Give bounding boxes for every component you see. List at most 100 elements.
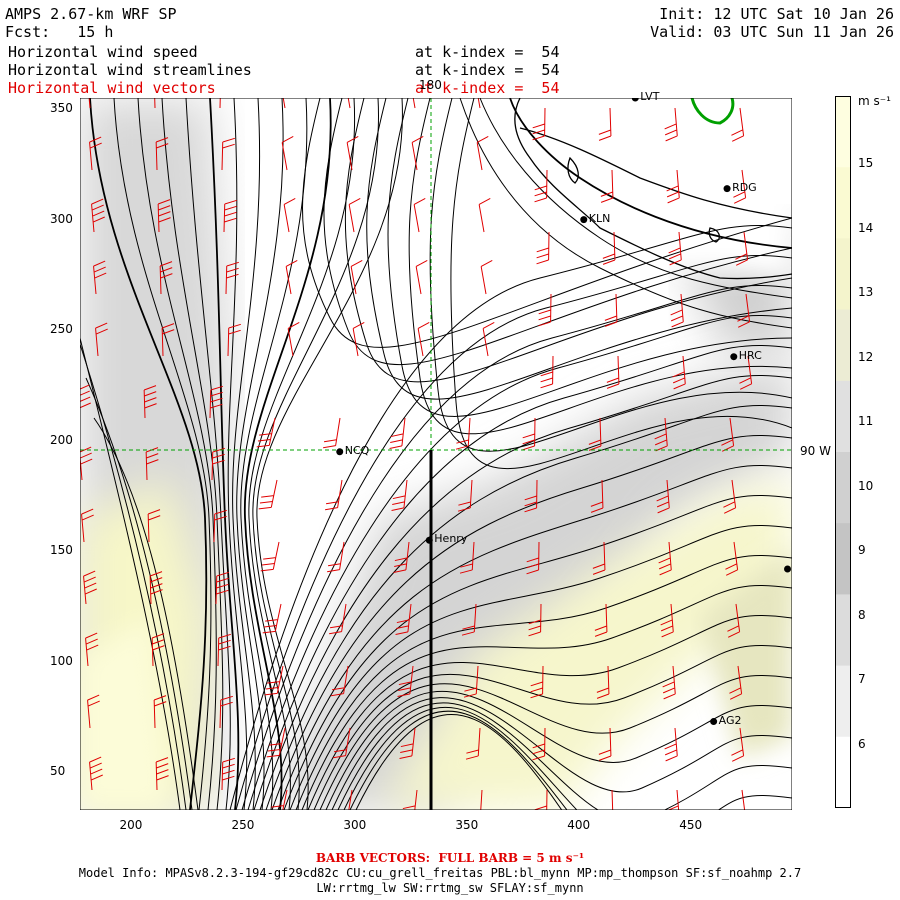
wind-barb — [600, 169, 614, 203]
wind-barb — [538, 293, 552, 327]
streamline — [256, 98, 403, 810]
wind-barb — [528, 603, 542, 637]
wind-barb — [323, 417, 341, 449]
wind-barb — [352, 321, 365, 357]
colorbar-segment — [835, 96, 851, 168]
streamline — [283, 495, 792, 810]
colorbar-segment — [835, 452, 851, 524]
streamline — [113, 98, 212, 810]
colorbar-label: 10 — [858, 478, 874, 493]
wind-barb — [480, 789, 483, 810]
wind-barb — [723, 479, 737, 514]
wind-barb — [87, 694, 100, 729]
wind-barb — [89, 756, 103, 791]
wind-barb — [733, 169, 747, 204]
wind-barb — [95, 322, 108, 357]
colorbar-segment — [835, 594, 851, 667]
station-dot — [710, 718, 718, 726]
wind-barb — [83, 570, 97, 605]
station-label: HRC — [738, 348, 762, 362]
field-name-streamlines: Horizontal wind streamlines — [8, 61, 252, 79]
station-label: NCQ — [344, 443, 370, 457]
colorbar-segment — [835, 523, 851, 595]
wind-barb — [151, 633, 165, 667]
wind-barb — [282, 98, 286, 109]
wind-barb — [281, 135, 294, 171]
wind-barb — [737, 293, 751, 328]
streamline — [137, 98, 217, 810]
wind-barb — [80, 446, 93, 481]
streamline — [235, 254, 792, 810]
colorbar-label: 12 — [858, 349, 874, 364]
streamline — [244, 98, 332, 810]
colorbar-label: 9 — [858, 543, 866, 557]
wind-barb — [534, 789, 548, 810]
colorbar-label: 8 — [858, 607, 866, 622]
y-tick-label: 100 — [50, 653, 73, 668]
station-markers — [336, 98, 792, 726]
streamline — [429, 98, 792, 452]
wind-barb — [402, 789, 418, 810]
wind-barb — [149, 571, 163, 605]
wind-barb — [606, 355, 620, 389]
wind-barb — [476, 135, 489, 171]
station-label: RDG — [732, 180, 757, 194]
wind-barb — [399, 727, 416, 759]
wind-barb — [598, 727, 612, 761]
station-dot — [723, 185, 731, 193]
wind-barb — [598, 107, 612, 141]
field-level-vectors: at k-index = 54 — [415, 79, 560, 97]
streamline — [259, 374, 792, 810]
colorbar-label: 11 — [858, 414, 874, 428]
wind-barb — [80, 384, 91, 418]
streamline — [301, 585, 792, 810]
wind-barb — [221, 137, 235, 171]
wind-barb — [258, 479, 278, 510]
colorbar-segment — [835, 665, 851, 738]
wind-barb — [540, 355, 554, 389]
parallel-label: 90 W — [800, 444, 831, 458]
streamline — [479, 98, 792, 299]
streamline — [337, 702, 792, 810]
streamline — [93, 417, 199, 810]
wind-barb — [348, 789, 353, 810]
streamline — [229, 224, 792, 810]
wind-barb — [611, 789, 614, 810]
wind-barb — [727, 603, 741, 638]
streamline — [232, 98, 261, 810]
wind-barb — [482, 321, 495, 357]
wind-barb — [155, 137, 169, 171]
wind-barb — [662, 665, 676, 700]
wind-barb — [346, 135, 359, 171]
wind-barb — [532, 727, 546, 761]
streamline — [355, 714, 563, 810]
field-level-streamlines: at k-index = 54 — [415, 61, 560, 79]
wind-barb — [213, 509, 227, 543]
wind-barb — [397, 665, 414, 697]
station-dot — [580, 216, 588, 224]
wind-barb — [209, 385, 223, 419]
wind-barb — [256, 417, 276, 448]
wind-barb — [81, 508, 94, 543]
wind-barb — [534, 169, 548, 203]
station-dot — [730, 353, 738, 361]
station-dot — [631, 98, 639, 102]
streamline — [252, 98, 379, 810]
y-tick-label: 200 — [50, 432, 73, 447]
streamline — [331, 697, 792, 810]
streamline — [307, 615, 792, 810]
wind-barb — [227, 323, 241, 357]
wind-barb — [656, 479, 670, 514]
streamline — [319, 675, 792, 810]
x-tick-label: 200 — [119, 818, 143, 832]
wind-barb — [415, 259, 428, 295]
wind-barb — [725, 541, 739, 576]
wind-barb — [536, 231, 550, 265]
streamline — [289, 525, 792, 810]
wind-barb — [602, 231, 616, 265]
wind-barb — [670, 293, 684, 328]
forecast-hour: Fcst: 15 h — [5, 23, 114, 41]
wind-barb — [664, 727, 678, 762]
wind-barb — [327, 541, 345, 573]
streamline — [387, 98, 792, 417]
